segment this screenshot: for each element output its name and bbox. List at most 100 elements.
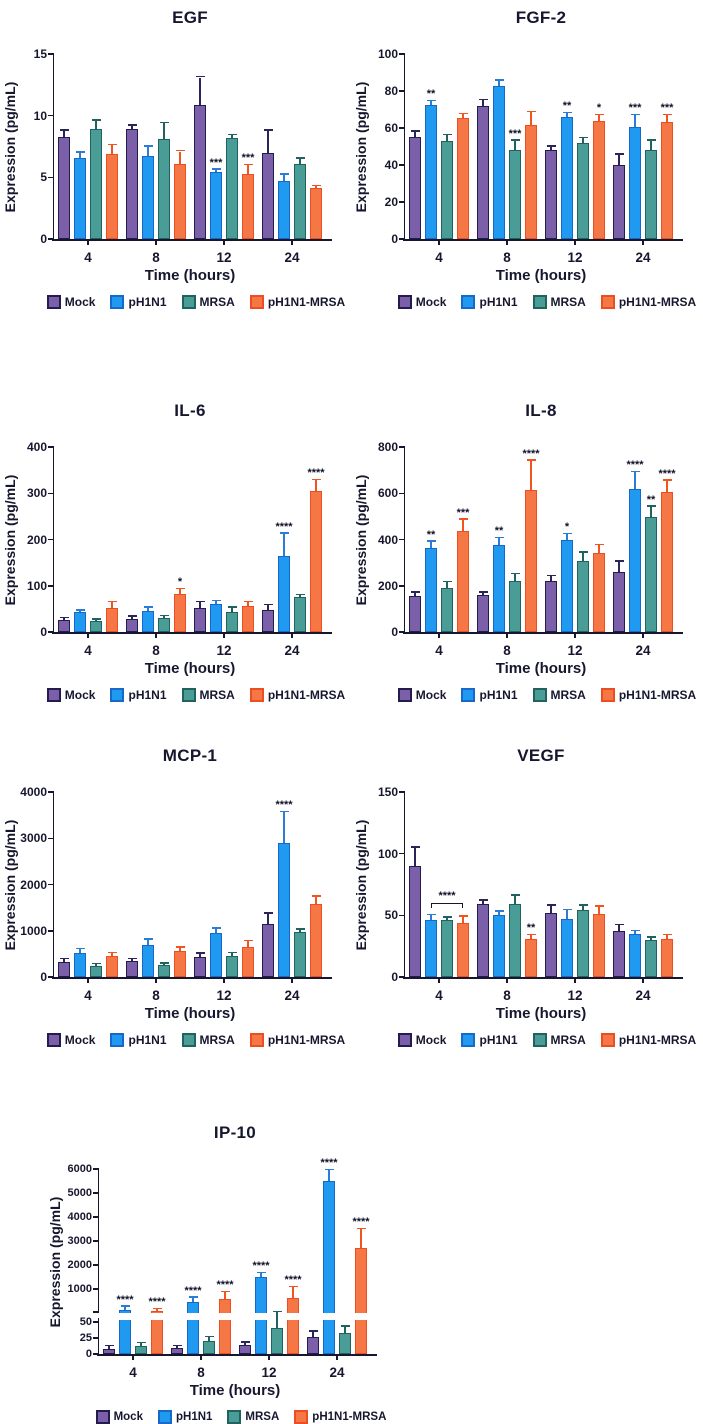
error-bar [131,958,133,961]
bar-mrsa-12h [226,137,238,239]
bar-mock-12h [194,104,206,239]
bar-ph1n1-mrsa-8h [219,1298,231,1354]
y-axis-ticks: 0 50 100 150 [371,785,405,984]
bar-mock-24h [613,931,625,977]
error-bar [530,460,532,490]
legend-swatch-ph1n1-mrsa [600,1033,615,1047]
legend-swatch-mrsa [181,295,196,309]
error-bar [95,964,97,966]
error-bar-cap [426,99,436,102]
bar-ph1n1-12h [561,919,573,977]
error-bar [482,100,484,106]
bar-mock-8h [477,904,489,977]
plot-column: ** *** ** **** * **** ** **** 4 8 12 24 Time (hours)… [397,447,703,702]
error-bar-cap [478,899,488,901]
x-tick-mark [506,633,508,638]
x-tick-mark [506,978,508,983]
y-tick-label: 200 [26,532,47,547]
y-axis-ticks: 0 25 50 1000 2000 3000 4000 5000 6000 [65,1163,99,1360]
y-tick-label: 3000 [67,1235,92,1248]
x-tick-mark [223,633,225,638]
error-bar-cap [243,163,253,165]
error-bar-cap [426,540,436,542]
y-tick-label: 4000 [20,785,47,799]
error-bar [179,151,181,164]
error-bar [231,607,233,613]
error-bar-cap [220,1290,230,1293]
legend-swatch-mock [397,295,412,309]
error-bar-cap [59,616,69,619]
error-bar [514,895,516,905]
legend-item-mrsa: MRSA [227,1410,279,1424]
y-tick-mark [399,852,405,855]
bar-ph1n1-12h [210,933,222,977]
significance-label: *** [508,127,522,140]
legend-label: pH1N1 [128,295,167,309]
legend-label: Mock [415,688,447,702]
y-axis-label: Expression (pg/mL) [353,474,369,605]
legend-item-ph1n1-mrsa: pH1N1-MRSA [249,295,345,309]
x-tick-labels: 4 8 12 24 [54,250,326,265]
y-axis-line [403,447,405,634]
y-tick-mark [48,930,54,932]
error-bar-cap [546,574,556,576]
error-bar-cap [410,591,420,593]
error-bar [598,906,600,915]
significance-label: **** [658,467,676,480]
x-tick-label: 12 [216,988,232,1003]
x-tick-labels: 4 8 12 24 [54,643,326,658]
error-bar [498,538,500,546]
bar-ph1n1-mrsa-24h [355,1248,367,1354]
legend-label: pH1N1 [479,688,518,702]
y-tick-mark [48,883,54,886]
error-bar-cap [594,543,604,546]
bar-ph1n1-mrsa-4h [151,1310,163,1354]
legend-label: pH1N1 [479,1033,518,1047]
error-bar-cap [120,1305,130,1307]
y-tick-label: 150 [377,785,398,799]
bar-ph1n1-8h [142,156,154,239]
legend-swatch-ph1n1 [110,688,125,702]
x-tick-mark [155,978,157,983]
error-bar-cap [107,951,117,954]
y-tick-label: 80 [384,84,398,98]
bar-mrsa-8h [158,139,170,239]
bar-ph1n1-12h [210,603,222,632]
x-tick-label: 12 [216,250,232,265]
bar-mrsa-4h [90,965,102,977]
bar-mrsa-12h [226,955,238,977]
y-tick-mark [48,492,54,494]
bar-mrsa-4h [441,588,453,632]
error-bar [176,1346,178,1349]
error-bar-cap [295,928,305,930]
error-bar-cap [311,895,321,897]
bar-mrsa-24h [645,517,657,632]
bar-mrsa-4h [441,140,453,239]
x-tick-label: 12 [216,643,232,658]
error-bar [124,1306,126,1310]
x-tick-mark [642,633,644,638]
error-bar [131,616,133,619]
bar-mock-24h [613,165,625,239]
y-tick-mark [399,201,405,203]
legend-item-mock: Mock [397,1033,446,1047]
y-tick-mark [399,631,405,633]
bar-mrsa-24h [645,940,657,977]
error-bar-cap [211,168,221,170]
bar-ph1n1-mrsa-12h [242,173,254,239]
legend-item-mock: Mock [397,688,447,702]
bar-ph1n1-4h [119,1309,131,1354]
error-bar [530,935,532,939]
error-bar-cap [562,111,572,114]
x-tick-label: 24 [284,643,300,658]
y-tick-label: 3000 [20,831,47,846]
legend-item-ph1n1: pH1N1 [110,688,167,702]
legend-swatch-ph1n1-mrsa [249,1033,264,1047]
error-bar-cap [311,478,321,481]
y-tick-mark [399,976,405,978]
error-bar [618,561,620,573]
y-tick-label: 100 [26,578,47,593]
significance-label: **** [275,520,293,533]
chart-body: Expression (pg/mL) 0 200 400 600 800 ** *** ** **… [351,440,703,702]
y-tick-label: 0 [85,1348,92,1360]
